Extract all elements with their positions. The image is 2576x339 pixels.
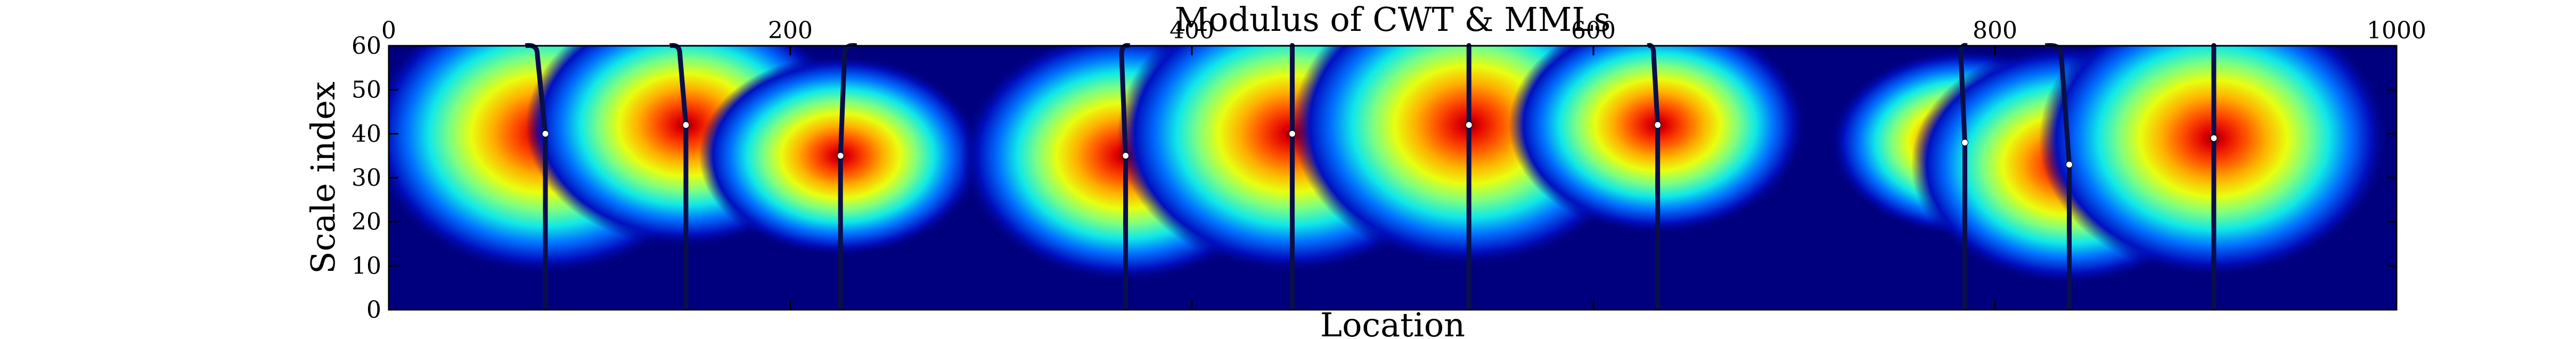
chart-title: Modulus of CWT & MMLs (1175, 0, 1611, 39)
y-axis: 0 10 20 30 40 50 60 (351, 32, 2397, 324)
y-tick-label: 60 (351, 32, 381, 60)
y-tick-label: 50 (351, 77, 381, 104)
y-tick-label: 30 (351, 164, 381, 192)
x-tick-label: 600 (1571, 17, 1616, 44)
y-tick-label: 0 (366, 296, 381, 324)
y-tick-label: 20 (351, 209, 381, 236)
x-tick-label: 0 (381, 17, 396, 44)
y-tick-label: 40 (351, 120, 381, 147)
x-axis: 0 200 400 600 800 1000 (381, 17, 2426, 310)
maximum-marker (1289, 130, 1296, 137)
maximum-marker (1122, 152, 1130, 160)
maximum-marker (1961, 139, 1968, 146)
maximum-marker (2210, 135, 2218, 142)
y-tick-label: 10 (351, 252, 381, 279)
maximum-marker (542, 130, 549, 137)
x-tick-label: 1000 (2367, 17, 2426, 44)
x-tick-label: 400 (1170, 17, 1214, 44)
maximum-marker (1465, 121, 1473, 129)
maximum-marker (1654, 121, 1662, 129)
maximum-marker (837, 152, 844, 160)
x-axis-label: Location (1320, 305, 1465, 339)
maxima-markers (542, 121, 2218, 168)
x-tick-label: 800 (1973, 17, 2017, 44)
x-tick-label: 200 (768, 17, 813, 44)
maximum-marker (682, 121, 690, 129)
y-axis-label: Scale index (304, 81, 342, 274)
maximum-marker (2065, 161, 2073, 168)
